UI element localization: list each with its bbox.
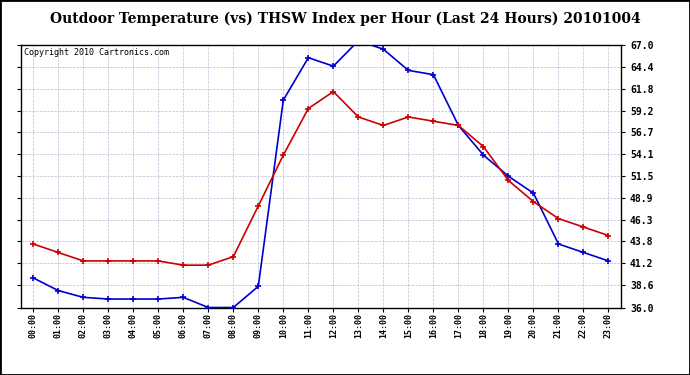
- Text: Copyright 2010 Cartronics.com: Copyright 2010 Cartronics.com: [23, 48, 168, 57]
- Text: Outdoor Temperature (vs) THSW Index per Hour (Last 24 Hours) 20101004: Outdoor Temperature (vs) THSW Index per …: [50, 11, 640, 26]
